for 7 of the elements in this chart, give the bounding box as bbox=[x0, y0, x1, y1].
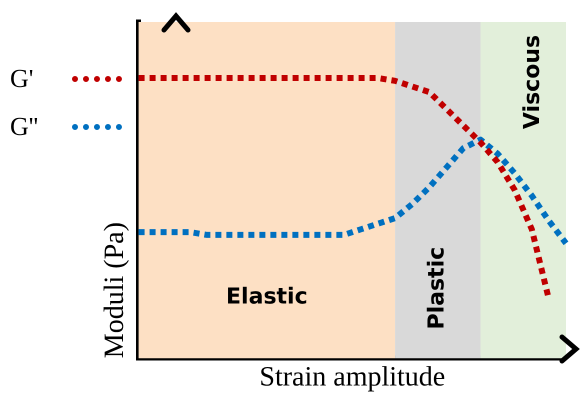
y-axis-title: Moduli (Pa) bbox=[99, 222, 130, 358]
annotation: Plastic bbox=[424, 246, 450, 330]
legend-label: G'' bbox=[10, 112, 40, 142]
annotation: Elastic bbox=[226, 284, 308, 310]
legend-label: G' bbox=[10, 64, 34, 94]
annotation: Viscous bbox=[520, 34, 545, 130]
x-axis-title: Strain amplitude bbox=[259, 362, 446, 393]
